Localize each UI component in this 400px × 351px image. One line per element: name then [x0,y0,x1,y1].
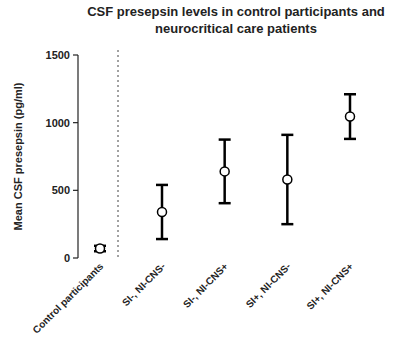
y-tick [73,54,78,55]
y-tick [73,257,78,258]
error-bar [156,185,168,239]
error-bar-cap [219,138,231,141]
mean-point [158,207,167,216]
chart: CSF presepsin levels in control particip… [0,0,400,351]
marks [94,94,356,253]
y-axis-line [77,55,78,258]
error-bar [219,140,231,204]
error-bar-cap [281,223,293,226]
error-bar [281,135,293,224]
y-tick [73,190,78,191]
error-bar [344,94,356,139]
x-tick-label: SI+, NI-CNS- [244,261,293,310]
error-bar-cap [156,184,168,187]
error-bar-cap [219,202,231,205]
x-tick-label: SI-, NI-CNS- [120,261,167,308]
y-axis-label: Mean CSF presepsin (pg/ml) [12,82,24,230]
x-tick-label: SI+, NI-CNS+ [304,261,355,312]
error-bar-cap [156,238,168,241]
y-tick [73,122,78,123]
mean-point [220,167,229,176]
title-line: neurocritical care patients [155,21,317,36]
x-tick-label: Control participants [30,260,105,335]
error-bar-cap [281,134,293,137]
x-tick-label: SI-, NI-CNS+ [181,261,230,310]
y-tick-label: 500 [52,184,70,196]
y-tick-label: 0 [64,252,70,264]
mean-point [346,112,355,121]
title-line: CSF presepsin levels in control particip… [87,4,385,19]
error-bar-cap [344,138,356,141]
mean-point [283,175,292,184]
title: CSF presepsin levels in control particip… [87,4,385,36]
error-bar-cap [344,93,356,96]
group-separator [118,50,119,258]
y-tick-label: 1500 [46,49,70,61]
mean-point [96,244,105,253]
y-tick-label: 1000 [46,117,70,129]
